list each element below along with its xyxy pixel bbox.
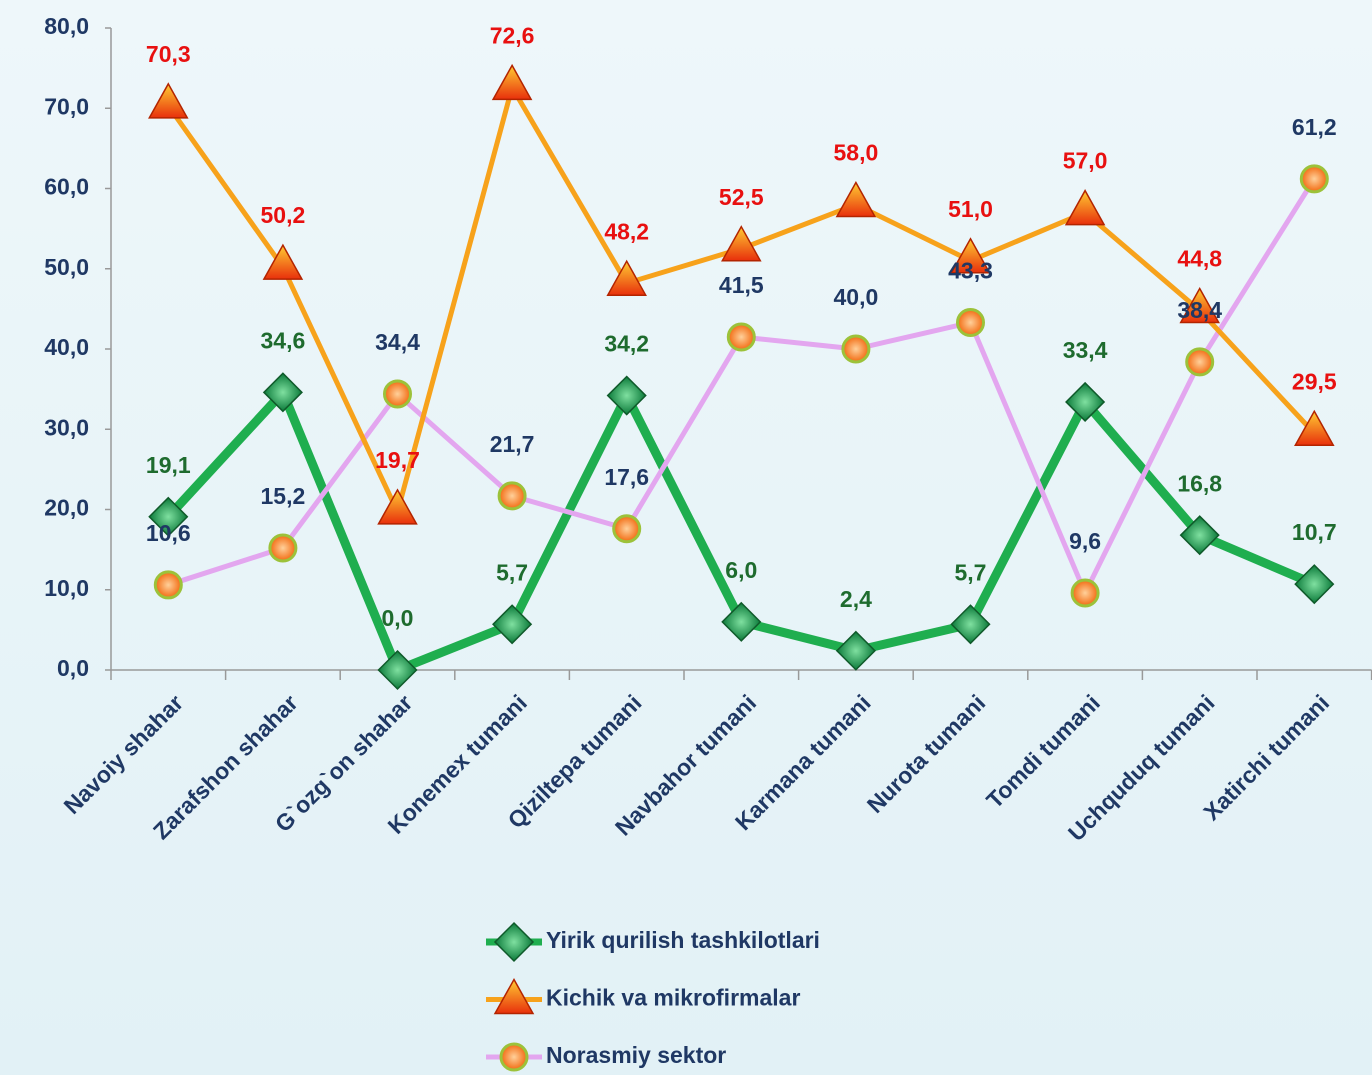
data-label: 33,4: [1063, 337, 1108, 363]
triangle-marker: [1294, 409, 1335, 447]
triangle-marker: [1064, 189, 1106, 226]
y-tick-label: 0,0: [57, 655, 89, 681]
x-tick-label: Xatirchi tumani: [1198, 689, 1334, 825]
data-label: 34,2: [604, 331, 649, 357]
diamond-marker: [1294, 564, 1335, 605]
data-label: 0,0: [382, 605, 414, 631]
diamond-marker: [606, 375, 647, 416]
data-label: 38,4: [1177, 297, 1222, 323]
data-label: 9,6: [1069, 528, 1101, 554]
data-label: 6,0: [725, 557, 757, 583]
data-label: 2,4: [840, 586, 872, 612]
legend-label: Kichik va mikrofirmalar: [546, 985, 800, 1011]
data-label: 15,2: [261, 483, 306, 509]
circle-marker: [612, 514, 642, 544]
data-label: 52,5: [719, 184, 764, 210]
legend-label: Yirik qurilish tashkilotlari: [546, 927, 820, 953]
diamond-marker: [721, 601, 762, 642]
x-tick-label: Nurota tumani: [862, 689, 991, 818]
circle-marker: [268, 533, 298, 563]
data-label: 48,2: [604, 218, 649, 244]
triangle-marker: [148, 82, 189, 119]
circle-marker: [726, 322, 756, 352]
triangle-marker: [493, 977, 535, 1015]
data-label: 16,8: [1177, 470, 1222, 496]
data-label: 51,0: [948, 196, 993, 222]
series-line: [166, 84, 1317, 515]
circle-marker: [499, 1042, 529, 1072]
circle-marker: [1070, 578, 1100, 608]
diamond-marker: [377, 649, 418, 691]
y-tick-label: 50,0: [44, 254, 89, 280]
data-label: 19,1: [146, 452, 191, 478]
x-tick-label: Tomdi tumani: [981, 689, 1105, 813]
y-tick-label: 60,0: [44, 174, 89, 200]
diamond-marker: [493, 921, 535, 963]
data-label: 5,7: [955, 559, 987, 585]
triangle-marker: [606, 259, 647, 296]
diamond-marker: [1065, 381, 1106, 423]
y-tick-label: 40,0: [44, 334, 89, 360]
data-label: 29,5: [1292, 368, 1337, 394]
data-label: 70,3: [146, 41, 191, 67]
circle-marker: [1185, 347, 1215, 377]
diamond-marker: [148, 496, 189, 537]
data-label: 72,6: [490, 22, 535, 48]
diamond-marker: [492, 604, 533, 645]
triangle-marker: [721, 225, 762, 262]
y-tick-label: 20,0: [44, 495, 89, 521]
y-tick-label: 30,0: [44, 414, 89, 440]
x-tick-label: Navoiy shahar: [59, 689, 189, 819]
triangle-marker: [491, 63, 533, 101]
data-label: 17,6: [604, 464, 649, 490]
data-label: 61,2: [1292, 114, 1337, 140]
data-label: 44,8: [1177, 246, 1222, 272]
data-label: 50,2: [261, 202, 306, 228]
data-label: 19,7: [375, 447, 420, 473]
data-label: 41,5: [719, 272, 764, 298]
data-label: 34,6: [261, 327, 306, 353]
data-label: 5,7: [496, 559, 528, 585]
circle-marker: [1299, 164, 1329, 194]
data-label: 40,0: [834, 284, 879, 310]
data-label: 43,3: [948, 258, 993, 284]
triangle-marker: [950, 237, 991, 274]
data-label: 10,7: [1292, 519, 1337, 545]
circle-marker: [497, 481, 527, 511]
triangle-marker: [1179, 286, 1220, 324]
legend-label: Norasmiy sektor: [546, 1042, 726, 1068]
diamond-marker: [835, 630, 876, 671]
diamond-marker: [262, 372, 303, 413]
data-label: 34,4: [375, 329, 420, 355]
y-tick-label: 10,0: [44, 575, 89, 601]
diamond-marker: [950, 604, 991, 645]
data-label: 10,6: [146, 520, 191, 546]
circle-marker: [956, 308, 985, 338]
circle-marker: [841, 334, 871, 364]
data-label: 57,0: [1063, 148, 1108, 174]
circle-marker: [383, 379, 412, 409]
triangle-marker: [377, 488, 418, 525]
circle-marker: [153, 570, 183, 600]
data-label: 21,7: [490, 431, 535, 457]
triangle-marker: [262, 243, 304, 280]
data-label: 58,0: [834, 140, 879, 166]
diamond-marker: [1179, 515, 1220, 556]
y-tick-label: 70,0: [44, 93, 89, 119]
triangle-marker: [835, 181, 877, 218]
y-tick-label: 80,0: [44, 13, 89, 39]
